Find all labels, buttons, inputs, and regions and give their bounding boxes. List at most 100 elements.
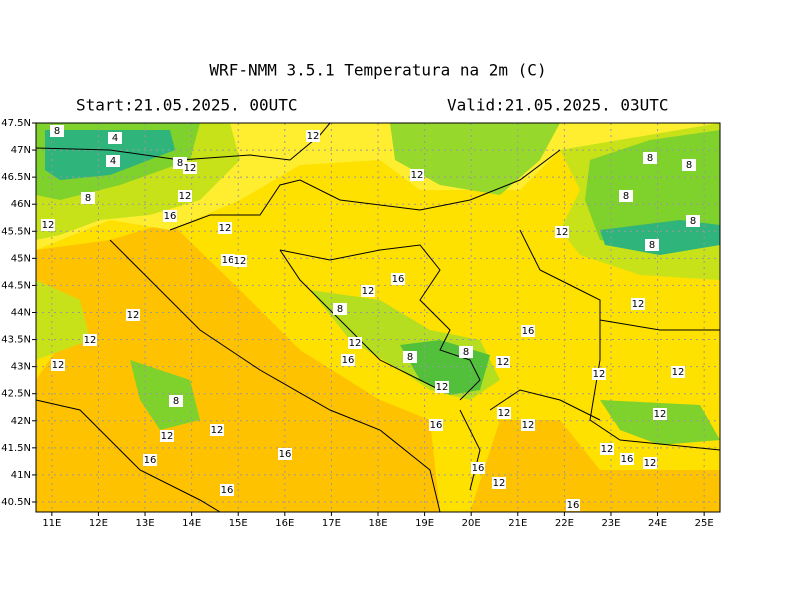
contour-label: 12 (497, 357, 510, 368)
contour-label: 8 (686, 160, 692, 171)
contour-label-bg (183, 162, 197, 174)
x-tick-label: 12E (89, 518, 108, 529)
x-tick-label: 22E (555, 518, 574, 529)
y-tick-label: 45.5N (1, 226, 31, 237)
y-tick-label: 42.5N (1, 389, 31, 400)
contour-label: 8 (649, 240, 655, 251)
contour-label-bg (220, 484, 234, 496)
contour-label-bg (233, 255, 247, 267)
contour-label-bg (178, 190, 192, 202)
contour-label-bg (210, 424, 224, 436)
contour-label-bg (566, 499, 580, 511)
contour-label: 12 (672, 367, 685, 378)
y-tick-label: 44N (11, 307, 31, 318)
y-tick-label: 43.5N (1, 335, 31, 346)
contour-label: 16 (392, 274, 405, 285)
contour-label: 8 (463, 347, 469, 358)
contour-label-bg (619, 190, 633, 202)
start-time: Start:21.05.2025. 00UTC (76, 96, 298, 115)
contour-label-bg (341, 354, 355, 366)
contour-label-bg (403, 351, 417, 363)
contour-label-bg (643, 457, 657, 469)
contour-label-bg (429, 419, 443, 431)
contour-label-bg (459, 346, 473, 358)
y-tick-label: 44.5N (1, 280, 31, 291)
map-title: WRF-NMM 3.5.1 Temperatura na 2m (C) (209, 61, 546, 80)
contour-label: 12 (42, 220, 55, 231)
y-tick-label: 47.5N (1, 118, 31, 129)
contour-label: 12 (219, 223, 232, 234)
contour-label-bg (278, 448, 292, 460)
contour-label-bg (106, 155, 120, 167)
contour-label: 8 (177, 158, 183, 169)
x-tick-label: 11E (42, 518, 61, 529)
contour-label-bg (169, 395, 183, 407)
contour-label: 8 (173, 396, 179, 407)
contour-label: 16 (279, 449, 292, 460)
contour-label: 12 (654, 409, 667, 420)
contour-label-bg (492, 477, 506, 489)
contour-label-bg (631, 298, 645, 310)
y-tick-label: 40.5N (1, 497, 31, 508)
contour-label: 12 (632, 299, 645, 310)
contour-label: 8 (85, 193, 91, 204)
contour-label-bg (600, 443, 614, 455)
y-tick-label: 46.5N (1, 172, 31, 183)
contour-label: 8 (647, 153, 653, 164)
contour-label: 4 (110, 156, 116, 167)
contour-label-bg (471, 462, 485, 474)
contour-label-bg (126, 309, 140, 321)
contour-label: 4 (112, 133, 118, 144)
contour-label: 12 (349, 338, 362, 349)
contour-label: 8 (407, 352, 413, 363)
contour-label: 8 (337, 304, 343, 315)
contour-label: 12 (234, 256, 247, 267)
contour-label-bg (391, 273, 405, 285)
contour-label: 16 (472, 463, 485, 474)
contour-label: 12 (84, 335, 97, 346)
contour-label: 12 (161, 431, 174, 442)
contour-label: 12 (522, 420, 535, 431)
contour-label-bg (521, 325, 535, 337)
contour-label-bg (653, 408, 667, 420)
contour-label-bg (682, 159, 696, 171)
x-tick-label: 24E (648, 518, 667, 529)
contour-label-bg (645, 239, 659, 251)
contour-label-bg (163, 210, 177, 222)
x-tick-label: 19E (415, 518, 434, 529)
x-tick-label: 23E (601, 518, 620, 529)
contour-label-bg (686, 215, 700, 227)
contour-label-bg (643, 152, 657, 164)
x-tick-label: 20E (462, 518, 481, 529)
contour-label: 12 (211, 425, 224, 436)
contour-label: 16 (430, 420, 443, 431)
contour-label-bg (496, 356, 510, 368)
contour-label-bg (160, 430, 174, 442)
contour-label: 8 (54, 126, 60, 137)
contour-label: 16 (164, 211, 177, 222)
x-tick-label: 16E (275, 518, 294, 529)
contour-label: 12 (556, 227, 569, 238)
contour-label-bg (497, 407, 511, 419)
contour-label-bg (51, 359, 65, 371)
contour-label: 8 (690, 216, 696, 227)
contour-label: 12 (362, 286, 375, 297)
contour-label: 16 (221, 485, 234, 496)
contour-label: 12 (307, 131, 320, 142)
contour-label: 12 (127, 310, 140, 321)
contour-label: 16 (567, 500, 580, 511)
contour-label-bg (410, 169, 424, 181)
y-tick-label: 45N (11, 253, 31, 264)
contour-label: 12 (493, 478, 506, 489)
contour-label-bg (671, 366, 685, 378)
contour-label-bg (361, 285, 375, 297)
contour-label: 16 (342, 355, 355, 366)
y-tick-label: 41N (11, 470, 31, 481)
contour-label-bg (108, 132, 122, 144)
contour-label: 12 (179, 191, 192, 202)
x-tick-label: 15E (229, 518, 248, 529)
contour-label-bg (143, 454, 157, 466)
contour-label: 12 (498, 408, 511, 419)
